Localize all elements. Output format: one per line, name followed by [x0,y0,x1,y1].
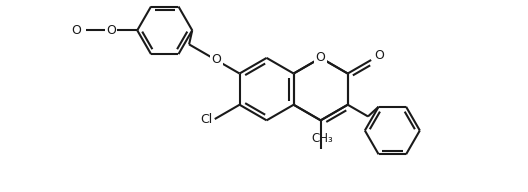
Text: O: O [106,24,116,37]
Text: O: O [374,49,384,62]
Text: CH₃: CH₃ [312,132,333,145]
Text: O: O [316,51,326,64]
Text: Cl: Cl [200,113,212,126]
Text: O: O [211,54,221,66]
Text: O: O [71,24,81,37]
